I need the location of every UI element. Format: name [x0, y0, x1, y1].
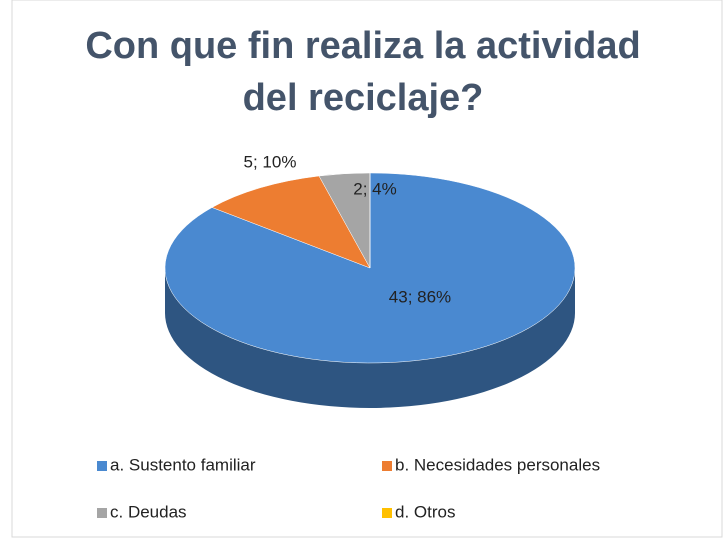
- legend-label: c. Deudas: [110, 502, 187, 521]
- chart-title: Con que fin realiza la actividad del rec…: [85, 25, 641, 119]
- chart-border: [11, 0, 723, 538]
- legend-swatch: [97, 508, 107, 518]
- legend-swatch: [382, 508, 392, 518]
- pie-slice: [211, 175, 371, 269]
- legend-swatch: [382, 461, 392, 471]
- pie-slice-side: [165, 268, 575, 408]
- data-label: 2; 4%: [353, 179, 396, 198]
- data-label: 43; 86%: [389, 287, 451, 306]
- legend-swatch: [97, 461, 107, 471]
- legend-label: d. Otros: [395, 502, 455, 521]
- data-label: 5; 10%: [244, 152, 297, 171]
- legend-label: b. Necesidades personales: [395, 455, 600, 474]
- legend-label: a. Sustento familiar: [110, 455, 256, 474]
